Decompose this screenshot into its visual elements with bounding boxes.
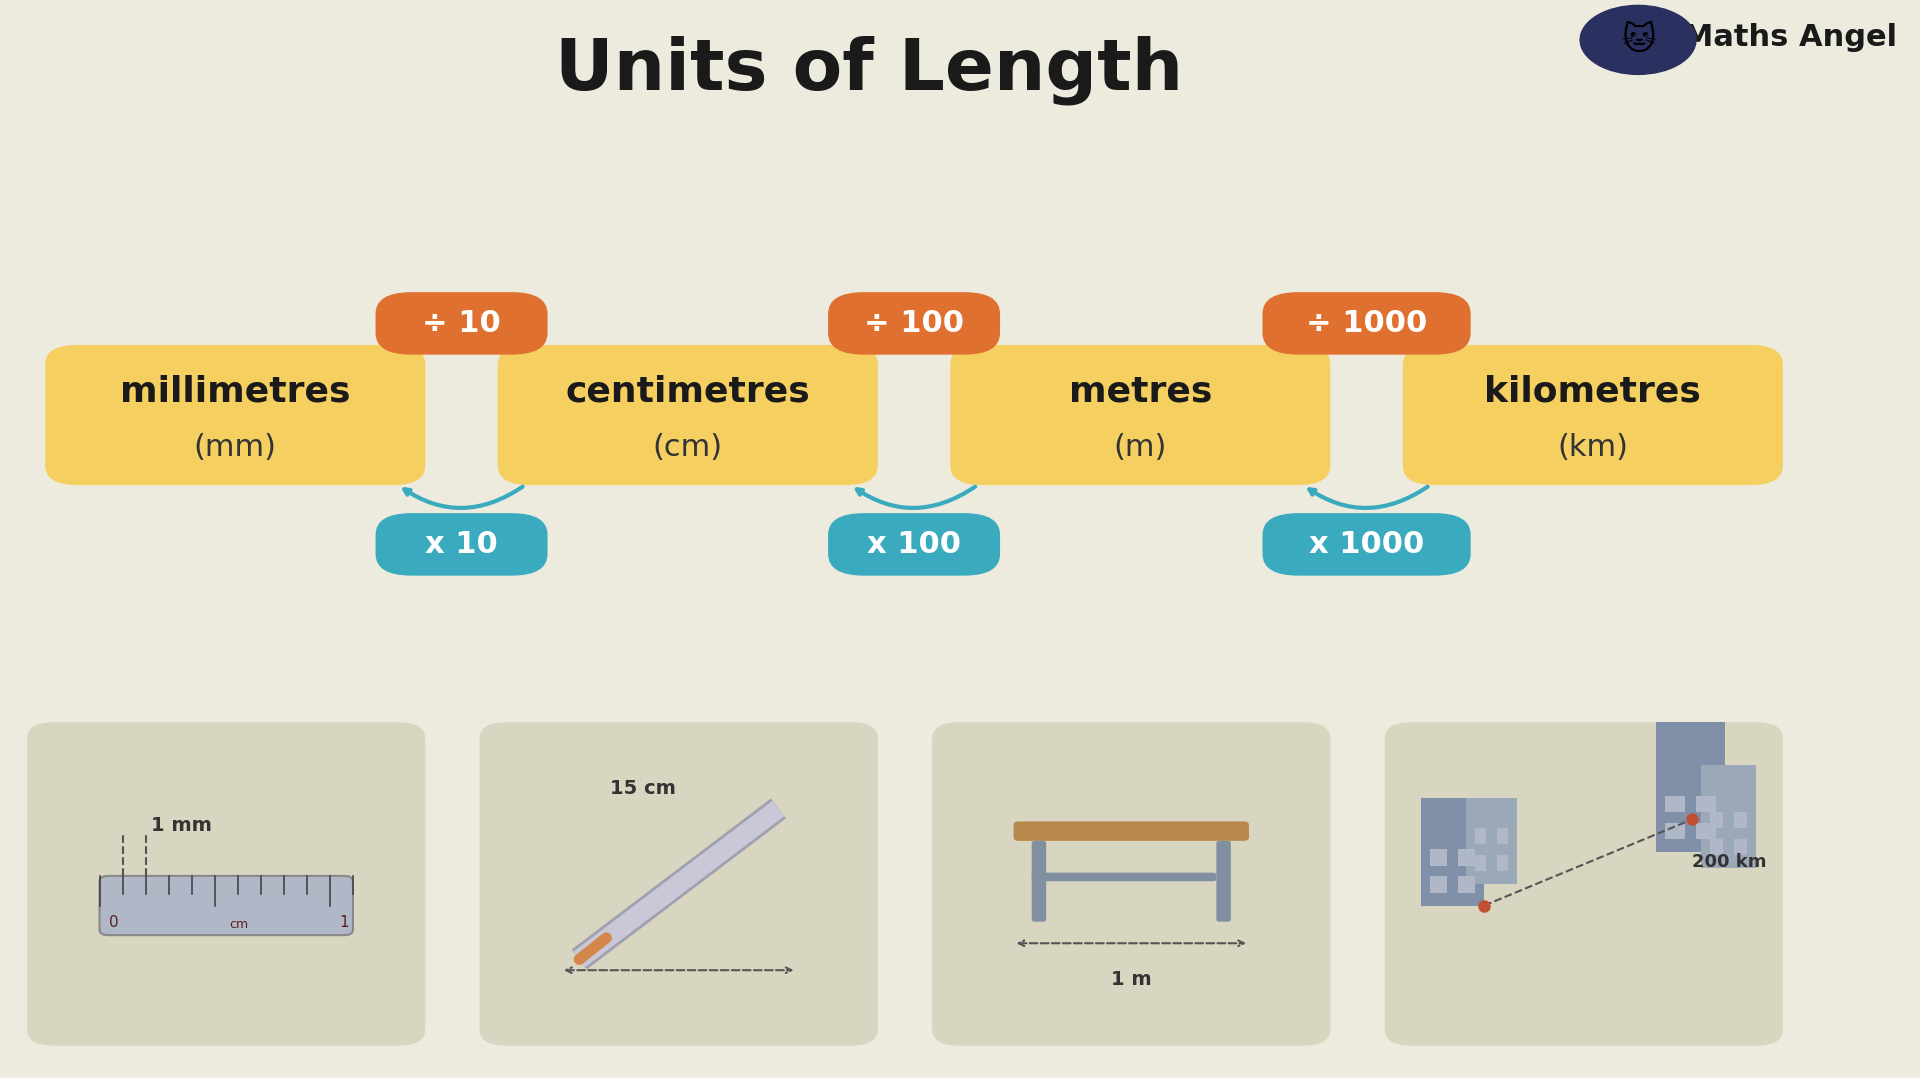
FancyBboxPatch shape (828, 513, 1000, 576)
FancyBboxPatch shape (1031, 841, 1046, 922)
FancyBboxPatch shape (46, 345, 426, 485)
FancyBboxPatch shape (1217, 841, 1231, 922)
Text: ÷ 10: ÷ 10 (422, 309, 501, 337)
Text: metres: metres (1069, 374, 1212, 409)
Text: (cm): (cm) (653, 433, 722, 461)
FancyBboxPatch shape (376, 513, 547, 576)
FancyBboxPatch shape (1430, 849, 1448, 866)
FancyBboxPatch shape (497, 345, 877, 485)
Text: 15 cm: 15 cm (611, 778, 676, 798)
FancyBboxPatch shape (933, 722, 1331, 1046)
FancyBboxPatch shape (1467, 798, 1517, 884)
FancyBboxPatch shape (1475, 855, 1486, 871)
FancyBboxPatch shape (27, 722, 426, 1046)
Text: x 10: x 10 (424, 530, 497, 558)
FancyBboxPatch shape (1657, 722, 1724, 852)
FancyBboxPatch shape (1498, 855, 1507, 871)
FancyBboxPatch shape (1263, 292, 1471, 355)
Text: millimetres: millimetres (121, 374, 351, 409)
Text: x 100: x 100 (868, 530, 962, 558)
Circle shape (1580, 5, 1695, 74)
Text: 1 m: 1 m (1112, 970, 1152, 990)
Text: kilometres: kilometres (1484, 374, 1701, 409)
FancyBboxPatch shape (1711, 839, 1722, 855)
FancyBboxPatch shape (1734, 839, 1747, 855)
FancyBboxPatch shape (376, 292, 547, 355)
Text: centimetres: centimetres (564, 374, 810, 409)
FancyBboxPatch shape (1498, 828, 1507, 844)
Text: ÷ 1000: ÷ 1000 (1306, 309, 1427, 337)
Text: 200 km: 200 km (1692, 854, 1766, 871)
FancyBboxPatch shape (480, 722, 877, 1046)
Text: 1 mm: 1 mm (150, 816, 211, 835)
FancyBboxPatch shape (1457, 849, 1475, 866)
FancyBboxPatch shape (1421, 798, 1484, 906)
Text: Maths Angel: Maths Angel (1684, 24, 1897, 52)
Text: Units of Length: Units of Length (555, 36, 1183, 105)
FancyBboxPatch shape (1665, 823, 1686, 839)
FancyBboxPatch shape (1404, 345, 1784, 485)
FancyBboxPatch shape (1734, 812, 1747, 828)
FancyBboxPatch shape (1384, 722, 1784, 1046)
Text: 1: 1 (340, 915, 349, 929)
FancyBboxPatch shape (1031, 873, 1217, 882)
Text: 0: 0 (109, 915, 119, 929)
Text: ÷ 100: ÷ 100 (864, 309, 964, 337)
FancyBboxPatch shape (1695, 823, 1716, 839)
Text: (m): (m) (1114, 433, 1167, 461)
FancyBboxPatch shape (1014, 821, 1248, 841)
Text: x 1000: x 1000 (1309, 530, 1425, 558)
Text: 🐱: 🐱 (1620, 24, 1655, 56)
FancyBboxPatch shape (1711, 812, 1722, 828)
FancyBboxPatch shape (1430, 876, 1448, 893)
FancyBboxPatch shape (828, 292, 1000, 355)
Text: (mm): (mm) (194, 433, 276, 461)
FancyBboxPatch shape (1695, 796, 1716, 812)
Text: (km): (km) (1557, 433, 1628, 461)
Text: cm: cm (228, 917, 248, 931)
FancyBboxPatch shape (100, 875, 353, 936)
FancyBboxPatch shape (1475, 828, 1486, 844)
FancyBboxPatch shape (950, 345, 1331, 485)
FancyBboxPatch shape (1263, 513, 1471, 576)
FancyBboxPatch shape (1701, 765, 1755, 868)
FancyBboxPatch shape (1457, 876, 1475, 893)
FancyBboxPatch shape (1665, 796, 1686, 812)
